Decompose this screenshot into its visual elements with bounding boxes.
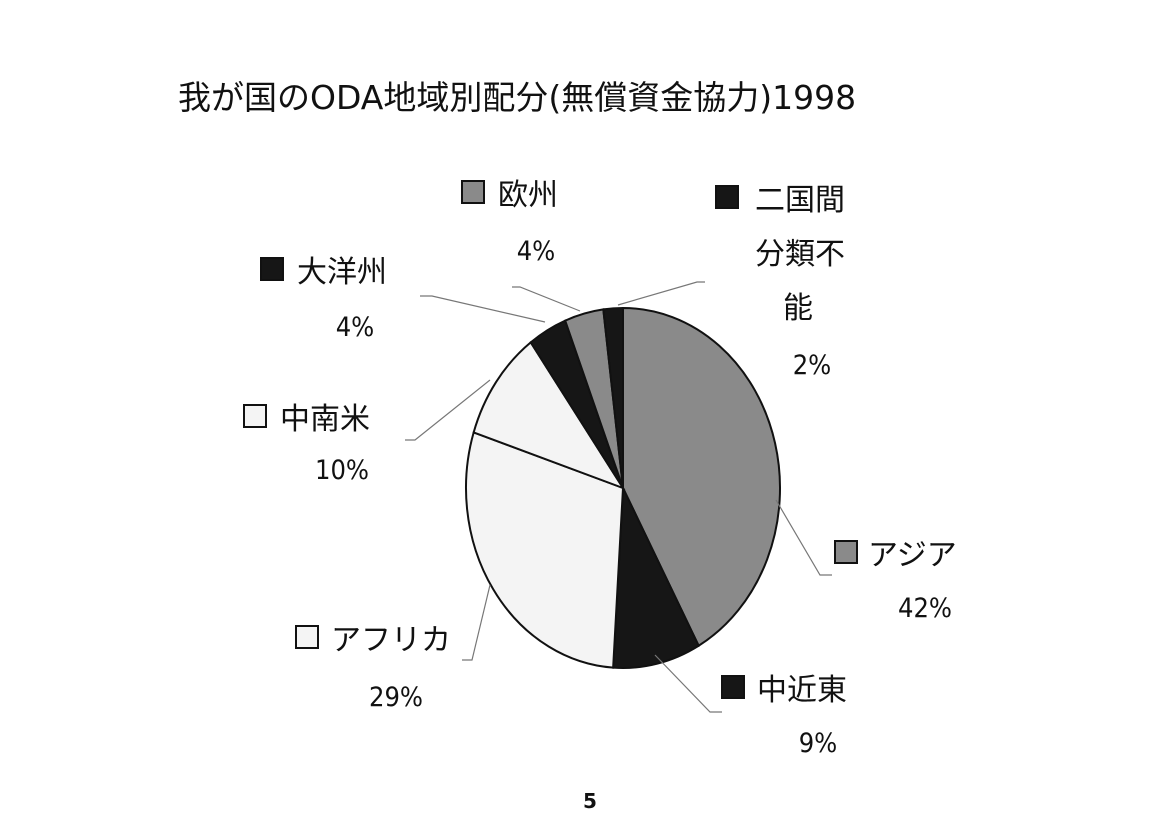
chart-title: 我が国のODA地域別配分(無償資金協力)1998 [178,78,856,117]
pie-slice-7 [602,306,624,489]
page-number: 5 [583,789,597,813]
label-swatch-4 [243,404,267,428]
slice-name-label-7-line-2: 分類不 [755,237,845,272]
slice-value-label-1: 42% [898,593,952,624]
label-swatch-6 [461,180,485,204]
slice-value-label-2: 9% [799,728,838,759]
leader-line-5 [420,295,546,323]
pie-slice-3 [465,431,625,669]
leader-line-1 [775,499,832,576]
label-swatch-3 [295,625,319,649]
slice-value-label-6: 4% [517,236,556,267]
slice-value-label-4: 10% [315,455,369,486]
pie-slice-4 [472,340,626,490]
slice-name-label-7-line-1: 二国間 [755,183,845,218]
label-swatch-1 [834,540,858,564]
pie-slices [465,306,781,669]
leader-lines [405,281,832,713]
slice-name-label-1: アジア [868,538,957,573]
leader-line-2 [654,654,722,713]
slice-name-label-4: 中南米 [280,402,370,437]
slice-labels: アジア 42% 中近東 9% アフリカ 29% 中南米 10% 大洋州 4% 欧州 4% 二国間分類不能… [243,178,957,759]
pie-slice-1 [622,306,781,648]
label-swatch-5 [260,257,284,281]
slice-value-label-7: 2% [793,350,832,381]
slice-name-label-2: 中近東 [757,673,847,708]
label-swatch-7 [715,185,739,209]
leader-line-6 [512,286,581,312]
slice-name-label-7-line-3: 能 [783,291,813,326]
leader-line-3 [462,584,491,661]
pie-slice-2 [612,487,700,669]
slice-name-label-5: 大洋州 [297,255,387,290]
leader-line-7 [617,281,705,306]
slice-value-label-5: 4% [336,312,375,343]
slice-value-label-3: 29% [369,682,423,713]
label-swatch-2 [721,675,745,699]
slice-name-label-6: 欧州 [498,178,558,213]
leader-line-4 [405,379,491,441]
slice-name-label-3: アフリカ [331,623,451,658]
